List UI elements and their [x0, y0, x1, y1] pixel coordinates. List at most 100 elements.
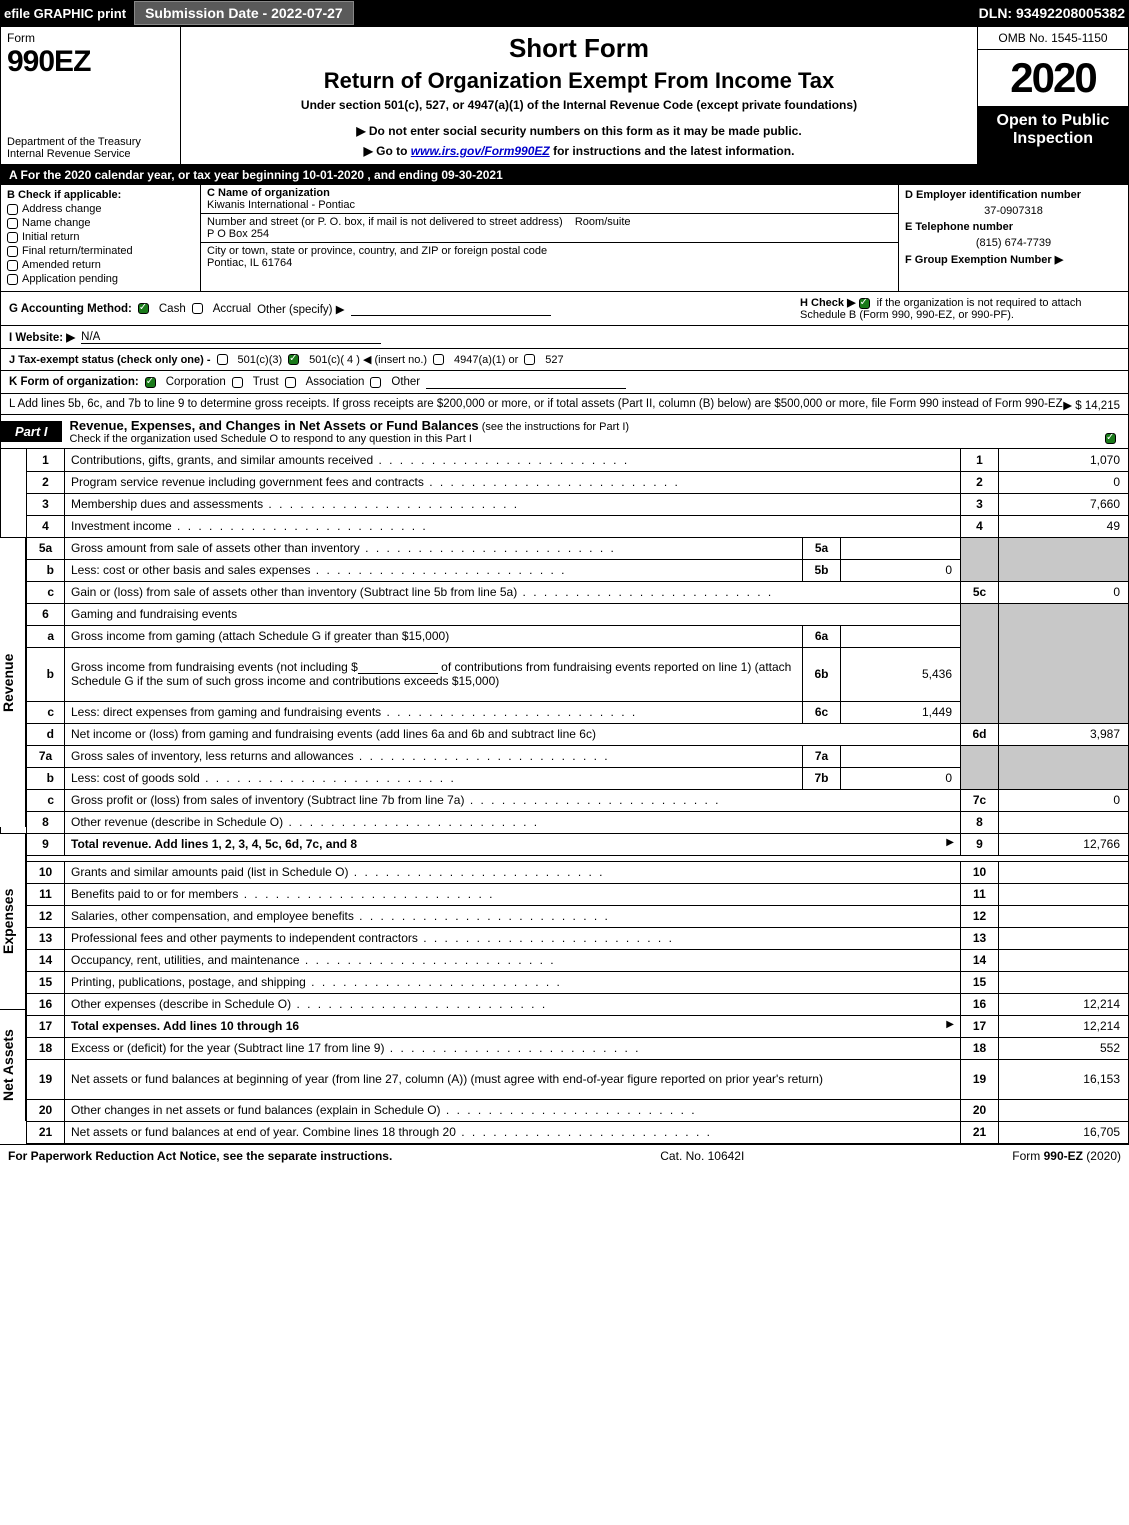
l15-rv: [999, 971, 1129, 993]
l9-num: 9: [27, 833, 65, 855]
l9-rv: 12,766: [999, 833, 1129, 855]
l4-num: 4: [27, 515, 65, 537]
chk-trust[interactable]: [232, 377, 243, 388]
l7a-desc: Gross sales of inventory, less returns a…: [65, 745, 803, 767]
ein-value: 37-0907318: [905, 203, 1122, 219]
j-o1: 501(c)(3): [238, 354, 283, 366]
l5b-mn: 5b: [803, 559, 841, 581]
l13-rv: [999, 927, 1129, 949]
chk-final-return[interactable]: [7, 246, 18, 257]
l5c-rn: 5c: [961, 581, 999, 603]
side-expenses: Expenses: [0, 833, 26, 1009]
l8-num: 8: [27, 811, 65, 833]
k-o4: Other: [391, 376, 420, 388]
part-i-title-text: Revenue, Expenses, and Changes in Net As…: [70, 418, 479, 433]
chk-initial-return[interactable]: [7, 232, 18, 243]
l6b-blank[interactable]: [358, 660, 438, 674]
l5c-num: c: [27, 581, 65, 603]
g-cash: Cash: [159, 303, 186, 315]
l6a-mv: [841, 625, 961, 647]
chk-h[interactable]: [859, 298, 870, 309]
form-word: Form: [7, 31, 174, 45]
tel-value: (815) 674-7739: [905, 235, 1122, 251]
l8-rv: [999, 811, 1129, 833]
l6c-mv: 1,449: [841, 701, 961, 723]
l6d-num: d: [27, 723, 65, 745]
part-i-check-line: Check if the organization used Schedule …: [70, 433, 472, 445]
l9-rn: 9: [961, 833, 999, 855]
l15-desc: Printing, publications, postage, and shi…: [65, 971, 961, 993]
grey-7v: [999, 745, 1129, 789]
l11-num: 11: [27, 883, 65, 905]
l-text: L Add lines 5b, 6c, and 7b to line 9 to …: [9, 398, 1063, 410]
b-item-4: Amended return: [22, 259, 101, 271]
chk-corporation[interactable]: [145, 377, 156, 388]
g-other-input[interactable]: [351, 302, 551, 316]
omb-number: OMB No. 1545-1150: [978, 27, 1128, 50]
l13-num: 13: [27, 927, 65, 949]
l21-desc: Net assets or fund balances at end of ye…: [65, 1121, 961, 1143]
l12-num: 12: [27, 905, 65, 927]
part-i-label: Part I: [1, 421, 62, 442]
l7c-rv: 0: [999, 789, 1129, 811]
b-item-5: Application pending: [22, 273, 118, 285]
l6d-rv: 3,987: [999, 723, 1129, 745]
l1-num: 1: [27, 449, 65, 471]
l16-desc: Other expenses (describe in Schedule O): [65, 993, 961, 1015]
l5a-desc: Gross amount from sale of assets other t…: [65, 537, 803, 559]
j-o4: 527: [545, 354, 563, 366]
k-o3: Association: [306, 376, 365, 388]
l12-rv: [999, 905, 1129, 927]
l17-rn: 17: [961, 1015, 999, 1037]
b-item-2: Initial return: [22, 231, 79, 243]
submission-date-button[interactable]: Submission Date - 2022-07-27: [134, 1, 354, 25]
efile-print-label[interactable]: efile GRAPHIC print: [4, 6, 126, 21]
b-header: B Check if applicable:: [7, 189, 194, 201]
l6-desc: Gaming and fundraising events: [65, 603, 961, 625]
l20-num: 20: [27, 1099, 65, 1121]
l21-num: 21: [27, 1121, 65, 1143]
l7c-desc: Gross profit or (loss) from sales of inv…: [65, 789, 961, 811]
chk-501c3[interactable]: [217, 354, 228, 365]
l6b-num: b: [27, 647, 65, 701]
l5c-desc: Gain or (loss) from sale of assets other…: [65, 581, 961, 603]
l17-d: Total expenses. Add lines 10 through 16: [71, 1019, 299, 1033]
l20-rn: 20: [961, 1099, 999, 1121]
l18-desc: Excess or (deficit) for the year (Subtra…: [65, 1037, 961, 1059]
chk-name-change[interactable]: [7, 218, 18, 229]
chk-amended-return[interactable]: [7, 260, 18, 271]
irs-link[interactable]: www.irs.gov/Form990EZ: [411, 144, 550, 158]
i-label: I Website: ▶: [9, 330, 75, 344]
l11-rn: 11: [961, 883, 999, 905]
l2-desc: Program service revenue including govern…: [65, 471, 961, 493]
org-address: P O Box 254: [207, 228, 892, 240]
l2-num: 2: [27, 471, 65, 493]
chk-schedule-o[interactable]: [1105, 433, 1116, 444]
chk-accrual[interactable]: [192, 303, 203, 314]
l6d-rn: 6d: [961, 723, 999, 745]
chk-527[interactable]: [524, 354, 535, 365]
l6d-desc: Net income or (loss) from gaming and fun…: [65, 723, 961, 745]
c-addr-label: Number and street (or P. O. box, if mail…: [207, 216, 563, 228]
footer-right-pre: Form: [1012, 1149, 1043, 1163]
k-other-input[interactable]: [426, 375, 626, 389]
l3-rn: 3: [961, 493, 999, 515]
l8-desc: Other revenue (describe in Schedule O): [65, 811, 961, 833]
l12-rn: 12: [961, 905, 999, 927]
chk-association[interactable]: [285, 377, 296, 388]
chk-application-pending[interactable]: [7, 274, 18, 285]
l20-desc: Other changes in net assets or fund bala…: [65, 1099, 961, 1121]
l7b-desc: Less: cost of goods sold: [65, 767, 803, 789]
l19-num: 19: [27, 1059, 65, 1099]
l6b-d1: Gross income from fundraising events (no…: [71, 660, 358, 674]
chk-other-org[interactable]: [370, 377, 381, 388]
footer-right: Form 990-EZ (2020): [1012, 1149, 1121, 1163]
chk-cash[interactable]: [138, 303, 149, 314]
l10-rn: 10: [961, 861, 999, 883]
b-item-3: Final return/terminated: [22, 245, 133, 257]
department-label: Department of the Treasury Internal Reve…: [7, 136, 174, 160]
g-other: Other (specify) ▶: [257, 302, 344, 316]
chk-501c[interactable]: [288, 354, 299, 365]
chk-4947[interactable]: [433, 354, 444, 365]
chk-address-change[interactable]: [7, 204, 18, 215]
